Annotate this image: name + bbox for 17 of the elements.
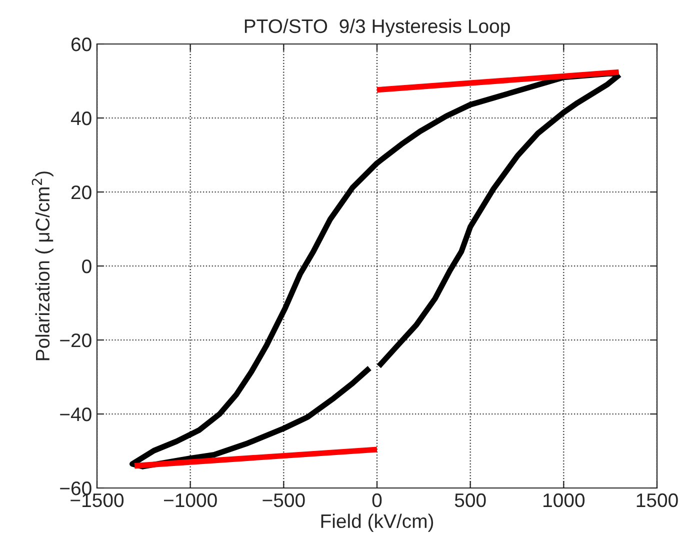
x-tick-label: −1500 (70, 493, 124, 508)
x-tick-label: 0 (372, 493, 382, 508)
chart-title: PTO/STO 9/3 Hysteresis Loop (244, 18, 510, 37)
y-tick-label: 0 (82, 259, 92, 274)
y-tick-label: −40 (60, 407, 92, 422)
y-tick-label: −20 (60, 333, 92, 348)
y-tick-label: 40 (70, 111, 92, 126)
x-axis-title: Field (kV/cm) (321, 514, 434, 532)
x-tick-label: 1500 (636, 493, 678, 508)
x-tick-label: 1000 (544, 493, 585, 508)
y-axis-title: Polarization ( μC/cm$^{2}$) (32, 172, 54, 360)
x-tick-label: 500 (454, 493, 486, 508)
x-tick-label: −500 (262, 493, 305, 508)
y-tick-label: 20 (71, 185, 92, 200)
x-tick-label: −1000 (164, 493, 217, 508)
y-tick-label: −60 (60, 481, 92, 496)
y-tick-label: 60 (72, 37, 92, 52)
